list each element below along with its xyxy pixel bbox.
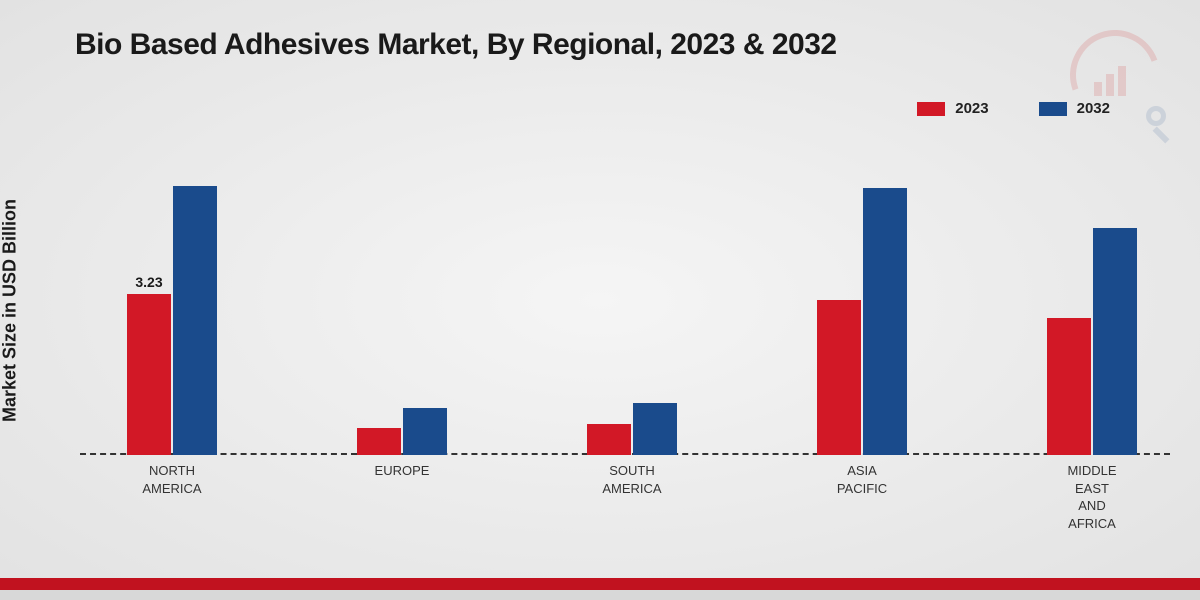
bar: [587, 424, 631, 455]
bar: [863, 188, 907, 456]
legend-swatch-2032: [1039, 102, 1067, 116]
legend-label-2032: 2032: [1077, 100, 1110, 117]
footer-bar-red: [0, 578, 1200, 590]
bar: [817, 300, 861, 455]
footer-bar-grey: [0, 590, 1200, 600]
category-label: ASIA PACIFIC: [782, 462, 942, 497]
category-label: SOUTH AMERICA: [552, 462, 712, 497]
bar: [1047, 318, 1091, 456]
bar-value-label: 3.23: [135, 274, 162, 290]
plot-area: 3.23: [80, 145, 1170, 455]
bar-group: [347, 408, 457, 456]
legend-swatch-2023: [917, 102, 945, 116]
category-label: NORTH AMERICA: [92, 462, 252, 497]
bar: [633, 403, 677, 456]
legend-item-2032: 2032: [1039, 100, 1110, 117]
bar-group: [577, 403, 687, 456]
bar-group: 3.23: [117, 186, 227, 455]
category-label: MIDDLE EAST AND AFRICA: [1012, 462, 1172, 532]
bar-group: [807, 188, 917, 456]
legend-label-2023: 2023: [955, 100, 988, 117]
category-label: EUROPE: [322, 462, 482, 480]
bar: [403, 408, 447, 456]
bar-group: [1037, 228, 1147, 456]
legend-item-2023: 2023: [917, 100, 988, 117]
bar: [1093, 228, 1137, 456]
chart-title: Bio Based Adhesives Market, By Regional,…: [75, 28, 837, 62]
chart-legend: 2023 2032: [917, 100, 1110, 117]
bar: 3.23: [127, 294, 171, 456]
bar: [357, 428, 401, 456]
bar: [173, 186, 217, 455]
